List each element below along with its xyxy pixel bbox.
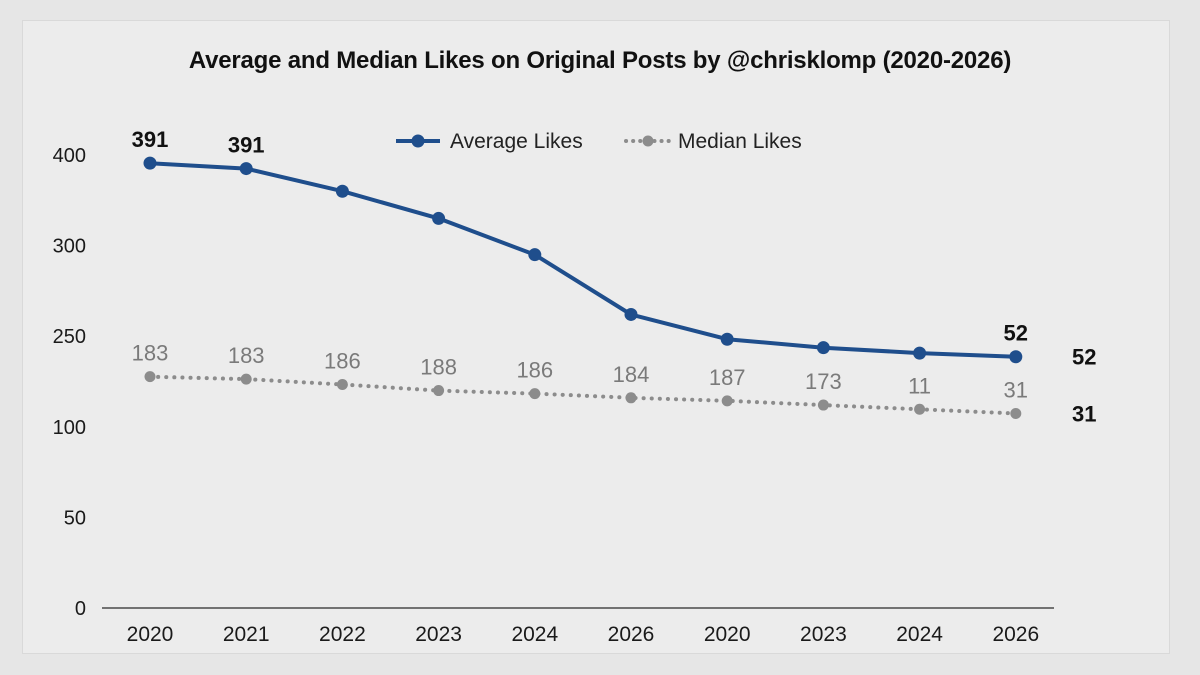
- average-likes-point: [720, 332, 734, 346]
- legend-average-marker: [411, 134, 425, 148]
- x-tick-label: 2024: [896, 623, 943, 646]
- x-tick-label: 2024: [511, 623, 558, 646]
- median-likes-point: [433, 385, 445, 397]
- median-likes-point: [914, 403, 926, 415]
- y-tick-label: 50: [64, 507, 86, 529]
- average-likes-point: [335, 184, 349, 198]
- median-likes-point: [1010, 408, 1022, 420]
- y-axis-ticks: 0 50 100 250 300 400: [53, 145, 86, 620]
- median-likes-line: [148, 374, 1018, 416]
- average-likes-point: [432, 211, 446, 225]
- median-likes-data-label: 188: [420, 355, 457, 380]
- legend-median-label: Median Likes: [678, 130, 802, 153]
- average-likes-data-label: 391: [132, 127, 169, 152]
- average-likes-point: [1009, 350, 1023, 364]
- average-likes-point: [913, 346, 927, 360]
- x-tick-label: 2023: [800, 623, 847, 646]
- x-tick-label: 2021: [223, 623, 270, 646]
- x-tick-label: 2026: [992, 623, 1039, 646]
- median-likes-data-label: 187: [709, 365, 746, 390]
- median-likes-point: [721, 395, 733, 407]
- median-likes-data-label: 183: [228, 343, 265, 368]
- legend-average-label: Average Likes: [450, 130, 583, 153]
- y-tick-label: 400: [53, 145, 86, 167]
- median-likes-data-label: 186: [324, 349, 361, 374]
- series-layer: [143, 156, 1023, 420]
- x-tick-label: 2026: [608, 623, 655, 646]
- median-likes-end-label: 31: [1072, 402, 1096, 427]
- median-likes-data-label: 31: [1004, 378, 1028, 403]
- median-likes-point: [817, 399, 829, 411]
- average-likes-line: [148, 161, 1018, 359]
- x-tick-label: 2022: [319, 623, 366, 646]
- median-likes-data-label: 11: [908, 373, 931, 398]
- median-likes-point: [144, 371, 156, 383]
- x-tick-label: 2023: [415, 623, 462, 646]
- chart-card: [22, 20, 1170, 654]
- median-likes-data-label: 183: [132, 341, 169, 366]
- average-likes-data-label: 52: [1004, 321, 1028, 346]
- median-likes-point: [240, 373, 252, 385]
- average-likes-point: [528, 248, 542, 262]
- chart-title: Average and Median Likes on Original Pos…: [188, 47, 1012, 74]
- average-likes-point: [816, 341, 830, 355]
- median-likes-data-label: 186: [516, 358, 553, 383]
- x-tick-label: 2020: [704, 623, 751, 646]
- average-likes-point: [624, 307, 638, 321]
- median-likes-data-label: 173: [805, 369, 842, 394]
- y-tick-label: 300: [53, 236, 86, 258]
- x-axis-ticks: 2020 2021 2022 2023 2024 2026 2020 2023 2024 2026: [127, 623, 1040, 646]
- median-likes-data-label: 184: [613, 362, 650, 387]
- median-likes-point: [336, 379, 348, 391]
- median-likes-point: [625, 392, 637, 404]
- average-likes-point: [143, 156, 157, 170]
- y-tick-label: 100: [53, 417, 86, 439]
- data-labels-layer: 391 391 52 52 183 183 186 188 186 184 187 173 11 31 31: [132, 127, 1097, 426]
- legend: Average Likes Median Likes: [396, 130, 802, 153]
- average-likes-end-label: 52: [1072, 345, 1096, 370]
- median-likes-point: [529, 388, 541, 400]
- x-tick-label: 2020: [127, 623, 174, 646]
- y-tick-label: 0: [75, 598, 86, 620]
- y-tick-label: 250: [53, 326, 86, 348]
- legend-median-marker: [642, 135, 654, 147]
- average-likes-point: [239, 162, 253, 176]
- average-likes-data-label: 391: [228, 133, 265, 158]
